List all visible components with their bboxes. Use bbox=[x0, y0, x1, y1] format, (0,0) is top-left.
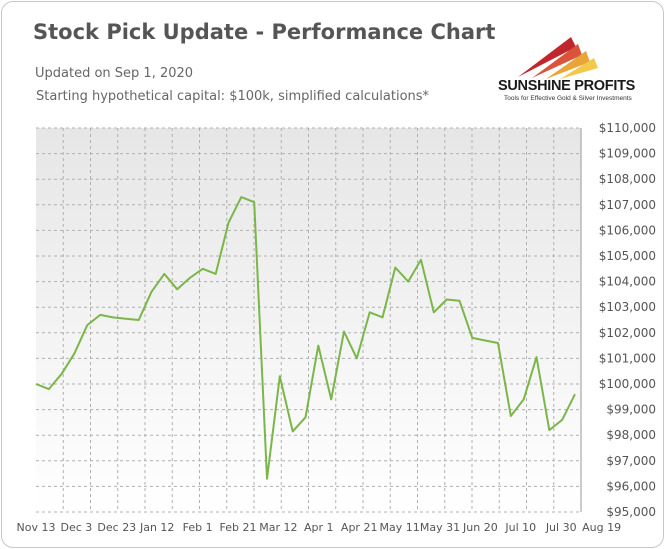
x-tick-label: Apr 21 bbox=[341, 521, 378, 534]
x-tick-label: Nov 13 bbox=[17, 521, 56, 534]
y-tick-label: $95,000 bbox=[606, 505, 656, 519]
y-tick-label: $101,000 bbox=[599, 351, 656, 365]
sun-rays-icon bbox=[518, 37, 598, 79]
y-tick-label: $109,000 bbox=[599, 147, 656, 161]
y-tick-label: $104,000 bbox=[599, 275, 656, 289]
logo-name: SUNSHINE PROFITS bbox=[498, 78, 635, 94]
y-tick-label: $96,000 bbox=[606, 479, 656, 493]
gridlines bbox=[36, 127, 582, 513]
x-tick-label: Mar 12 bbox=[259, 521, 297, 534]
y-tick-label: $107,000 bbox=[599, 198, 656, 212]
x-tick-label: Apr 1 bbox=[304, 521, 334, 534]
sunshine-profits-logo: SUNSHINE PROFITS Tools for Effective Gol… bbox=[498, 35, 648, 105]
x-tick-label: Jun 20 bbox=[462, 521, 498, 534]
x-tick-label: May 11 bbox=[379, 521, 419, 534]
series-line bbox=[35, 196, 576, 480]
y-tick-label: $97,000 bbox=[606, 454, 656, 468]
x-tick-label: Jul 30 bbox=[545, 521, 577, 534]
y-tick-label: $102,000 bbox=[599, 326, 656, 340]
y-tick-label: $103,000 bbox=[599, 300, 656, 314]
x-tick-label: Jan 12 bbox=[139, 521, 174, 534]
x-tick-label: May 31 bbox=[420, 521, 460, 534]
x-tick-label: Feb 1 bbox=[183, 521, 213, 534]
y-tick-label: $100,000 bbox=[599, 377, 656, 391]
x-tick-label: Aug 19 bbox=[582, 521, 621, 534]
y-tick-label: $98,000 bbox=[606, 428, 656, 442]
y-tick-label: $105,000 bbox=[599, 249, 656, 263]
y-tick-label: $106,000 bbox=[599, 223, 656, 237]
logo-tagline: Tools for Effective Gold & Silver Invest… bbox=[504, 95, 632, 102]
x-tick-label: Dec 3 bbox=[61, 521, 93, 534]
capital-note: Starting hypothetical capital: $100k, si… bbox=[36, 89, 430, 104]
chart-title: Stock Pick Update - Performance Chart bbox=[33, 20, 496, 44]
y-tick-label: $110,000 bbox=[599, 121, 656, 135]
x-tick-label: Jul 10 bbox=[504, 521, 536, 534]
updated-date: Updated on Sep 1, 2020 bbox=[35, 66, 194, 81]
y-tick-label: $108,000 bbox=[599, 172, 656, 186]
x-axis-ticks: Nov 13 Dec 3 Dec 23 Jan 12 Feb 1 Feb 21 Mar 12… bbox=[17, 521, 622, 534]
y-tick-label: $99,000 bbox=[606, 403, 656, 417]
x-tick-label: Feb 21 bbox=[220, 521, 257, 534]
x-tick-label: Dec 23 bbox=[97, 521, 136, 534]
y-axis-ticks: $95,000 $96,000 $97,000 $98,000 $99,000 $100,… bbox=[599, 121, 656, 519]
series-group bbox=[35, 196, 576, 480]
